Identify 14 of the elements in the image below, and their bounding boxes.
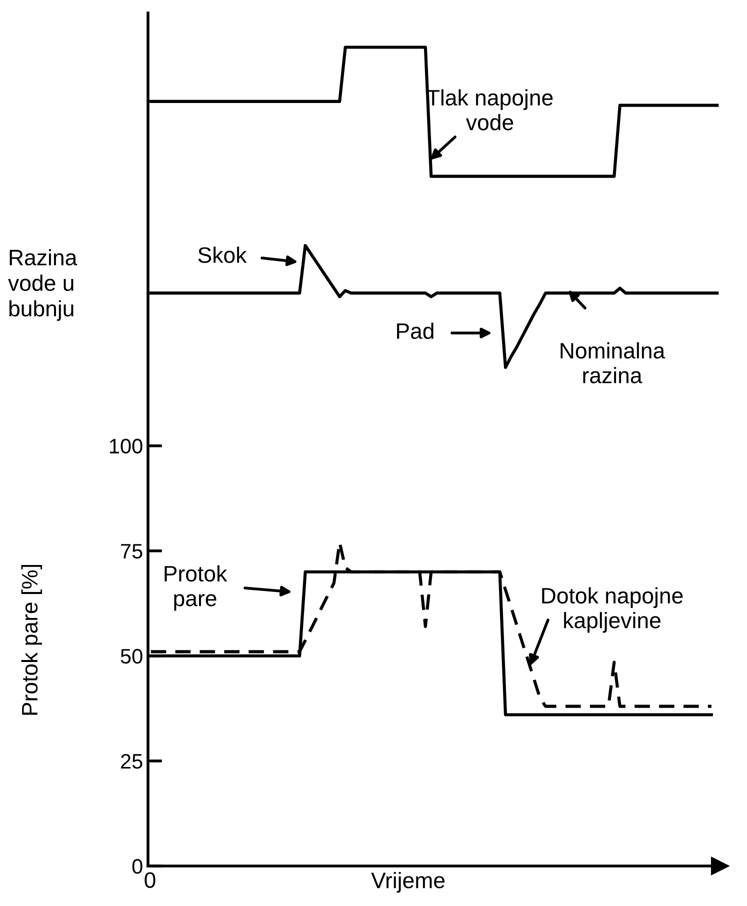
annotation: Dotok napojne kapljevine <box>542 587 683 633</box>
y-tick-label: 0 <box>132 859 142 874</box>
y-tick-label: 100 <box>110 438 142 454</box>
annotation: Pad <box>397 322 434 339</box>
text: 0 <box>144 872 156 888</box>
y-axis-title: Protok pare [%] <box>21 565 42 715</box>
annotation: Nominalna razina <box>560 342 666 384</box>
y-axis-title: Razina vode u bubnju <box>8 249 78 321</box>
y-tick-label: 25 <box>121 754 142 769</box>
annotation: Skok <box>198 246 247 263</box>
y-tick-label: 75 <box>121 544 142 559</box>
annotation: Protok pare <box>164 565 228 611</box>
x-axis-title: Vrijeme <box>371 872 445 893</box>
y-tick-label: 50 <box>120 648 142 664</box>
